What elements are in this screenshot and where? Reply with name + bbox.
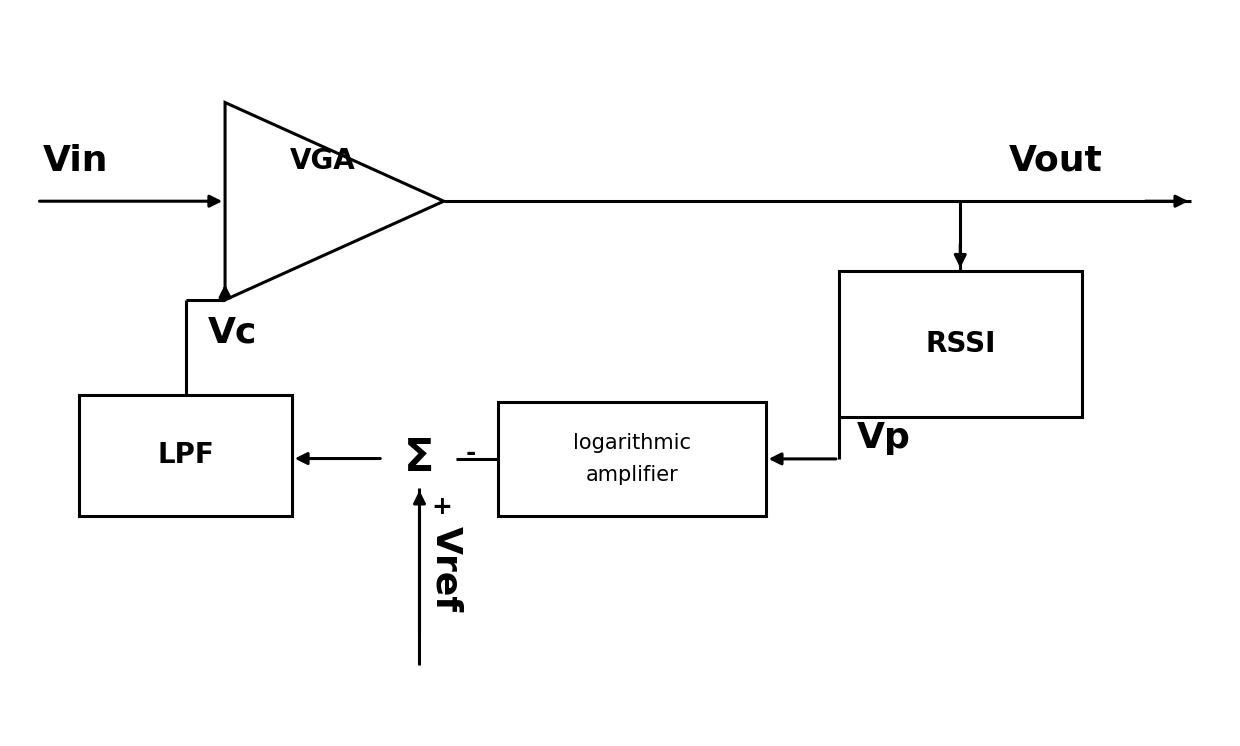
Text: Vref: Vref xyxy=(429,526,464,612)
Bar xyxy=(838,271,1081,417)
Text: -: - xyxy=(466,441,476,465)
Text: Vout: Vout xyxy=(1009,144,1102,178)
Bar xyxy=(79,395,291,515)
Text: Vp: Vp xyxy=(857,421,911,455)
Text: Vc: Vc xyxy=(207,316,257,350)
Text: amplifier: amplifier xyxy=(585,465,678,485)
Text: Σ: Σ xyxy=(404,437,435,480)
Text: logarithmic: logarithmic xyxy=(573,433,691,453)
Text: LPF: LPF xyxy=(157,441,215,469)
Text: Vin: Vin xyxy=(42,144,108,178)
Text: VGA: VGA xyxy=(289,147,355,175)
Text: +: + xyxy=(432,495,453,519)
Text: RSSI: RSSI xyxy=(925,330,996,358)
Bar xyxy=(498,402,766,515)
